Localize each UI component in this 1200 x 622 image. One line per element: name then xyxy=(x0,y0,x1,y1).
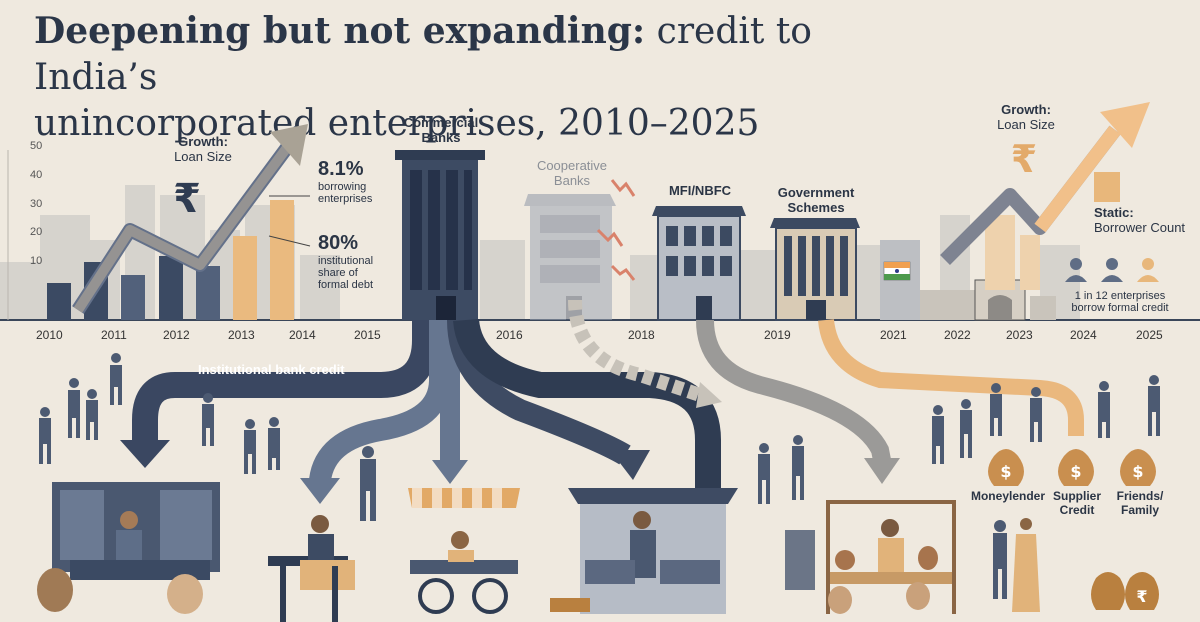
person-icon-group xyxy=(1065,258,1159,282)
stat-institutional-caption: institutional share of formal debt xyxy=(318,255,374,291)
tailor xyxy=(268,515,355,622)
bar-2012 xyxy=(159,256,183,320)
year-2023: 2023 xyxy=(1006,328,1033,342)
bar-2010 xyxy=(47,283,71,320)
svg-text:$: $ xyxy=(1070,462,1081,481)
svg-text:₹: ₹ xyxy=(173,176,201,222)
page-title: Deepening but not expanding: credit to I… xyxy=(34,8,934,147)
label-mfi-nbfc: MFI/NBFC xyxy=(668,183,732,198)
y-tick-50: 50 xyxy=(30,140,43,152)
static-label-1: Static: xyxy=(1094,205,1134,220)
title-regular-1: credit to India’s xyxy=(34,11,812,98)
year-2015: 2015 xyxy=(354,328,381,342)
money-bag-icon: $ $ $ ₹ xyxy=(988,449,1159,610)
label-commercial-banks: Commercial Banks xyxy=(403,115,479,145)
bar-2014 xyxy=(270,200,294,320)
right-growth-arrow-head xyxy=(1100,102,1150,148)
label-cooperative-banks: Cooperative Banks xyxy=(536,158,608,188)
title-regular-2: unincorporated enterprises, 2010–2025 xyxy=(34,103,760,144)
year-2014: 2014 xyxy=(289,328,316,342)
pottery-stall xyxy=(785,500,956,614)
svg-text:₹: ₹ xyxy=(1136,587,1147,606)
growth-label-left-2: Loan Size xyxy=(174,149,232,164)
year-2019: 2019 xyxy=(764,328,791,342)
growth-label-left: Growth: Loan Size xyxy=(158,134,248,164)
growth-label-left-1: Growth: xyxy=(178,134,228,149)
credit-flows xyxy=(120,299,1084,504)
y-tick-10: 10 xyxy=(30,255,43,267)
y-tick-20: 20 xyxy=(30,226,43,238)
person-icon-crowd xyxy=(39,353,1160,612)
rupee-icon: ₹ xyxy=(173,176,201,222)
year-2012: 2012 xyxy=(163,328,190,342)
food-cart xyxy=(408,488,520,614)
y-tick-40: 40 xyxy=(30,169,43,181)
static-borrower-count: Static: Borrower Count xyxy=(1094,205,1194,235)
growth-label-right-2: Loan Size xyxy=(997,117,1055,132)
title-bold: Deepening but not expanding: xyxy=(34,10,646,52)
svg-text:$: $ xyxy=(1132,462,1143,481)
source-friends-family: Friends/ Family xyxy=(1116,489,1164,517)
source-supplier-credit: Supplier Credit xyxy=(1052,489,1101,517)
year-2018: 2018 xyxy=(628,328,655,342)
svg-text:₹: ₹ xyxy=(1011,137,1037,181)
svg-text:$: $ xyxy=(1000,462,1011,481)
flow-label: Institutional bank credit xyxy=(198,362,345,377)
left-bar-chart xyxy=(7,124,311,320)
rupee-icon-right: ₹ xyxy=(1011,137,1037,181)
government-building xyxy=(770,218,860,321)
year-2011: 2011 xyxy=(101,328,127,342)
label-government-schemes: Government Schemes xyxy=(777,185,855,215)
growth-label-right-1: Growth: xyxy=(1001,102,1051,117)
year-2025: 2025 xyxy=(1136,328,1163,342)
grocery-shop xyxy=(37,482,220,614)
growth-label-right: Growth: Loan Size xyxy=(988,102,1064,132)
bar-2012b xyxy=(196,266,220,320)
commercial-bank-tower xyxy=(395,150,485,320)
mfi-nbfc-building xyxy=(652,206,746,321)
year-2021: 2021 xyxy=(880,328,907,342)
bar-2011b xyxy=(121,275,145,320)
stat-borrowing-value: 8.1% xyxy=(318,158,364,180)
year-2013: 2013 xyxy=(228,328,255,342)
y-tick-30: 30 xyxy=(30,198,43,210)
borrow-note: 1 in 12 enterprises borrow formal credit xyxy=(1071,290,1169,314)
static-label-2: Borrower Count xyxy=(1094,220,1186,235)
year-2024: 2024 xyxy=(1070,328,1097,342)
cooperative-decline-arrows xyxy=(596,179,636,281)
bar-2013 xyxy=(233,236,257,320)
year-2016: 2016 xyxy=(496,328,523,342)
source-moneylender: Moneylender xyxy=(970,489,1045,503)
year-2022: 2022 xyxy=(944,328,971,342)
stat-institutional-value: 80% xyxy=(318,232,359,254)
stat-borrowing-caption: borrowing enterprises xyxy=(318,181,373,205)
year-2010: 2010 xyxy=(36,328,63,342)
mechanic-shop xyxy=(550,488,738,614)
right-town xyxy=(880,172,1120,321)
